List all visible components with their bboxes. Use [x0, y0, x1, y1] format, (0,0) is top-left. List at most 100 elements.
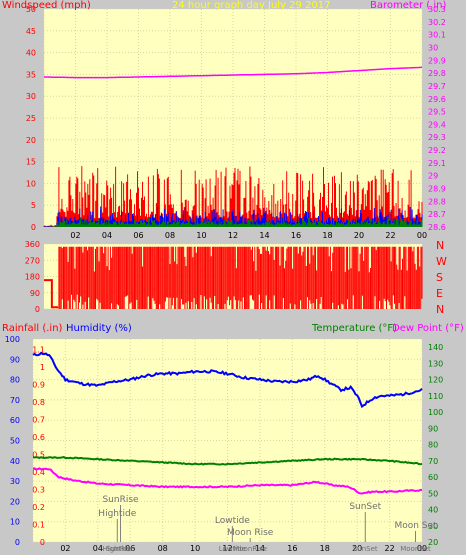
temp-x-tick-label: 22: [384, 544, 394, 553]
barometer-tick-labels: 28.6 28.7 28.8 28.9 29 29.1 29.2 29.3 29.4 29.5 29…: [428, 5, 446, 232]
astro-events: SunRiseSunRiseHightideHightideLowtideLow…: [98, 495, 437, 553]
rainfall-tick-label: 0.3: [32, 486, 45, 495]
humidity-tick-label: 80: [10, 376, 20, 385]
temp-x-tick-label: 04: [93, 544, 103, 553]
barometer-tick-label: 29.4: [428, 120, 446, 129]
barometer-tick-label: 29.8: [428, 69, 446, 78]
wind-x-tick-label: 14: [259, 231, 269, 240]
temp-x-tick-label: 16: [287, 544, 297, 553]
compass-label: W: [436, 255, 447, 268]
temperature-tick-label: 140: [428, 343, 443, 352]
wind-x-tick-label: 08: [165, 231, 175, 240]
rainfall-tick-label: 0.7: [32, 416, 45, 425]
compass-label: S: [436, 271, 443, 284]
temp-x-tick-label: 14: [255, 544, 265, 553]
rainfall-tick-labels: 0 0.1 0.2 0.3 0.4 0.5 0.6 0.7 0.8 0.9 1 1.1: [32, 346, 45, 548]
temp-x-tick-label: 12: [222, 544, 232, 553]
windspeed-tick-label: 0: [31, 223, 36, 232]
barometer-tick-label: 29.3: [428, 133, 446, 142]
temp-x-tick-label: 08: [158, 544, 168, 553]
event-tick-label: Lowtide: [219, 545, 246, 553]
event-tick-label: MoonSet: [400, 545, 431, 553]
windspeed-tick-label: 10: [26, 179, 36, 188]
direction-tick-label: 180: [25, 273, 40, 282]
windspeed-tick-labels: 0 5 10 15 20 25 30 35 40 45 50: [26, 5, 36, 232]
barometer-tick-label: 29.2: [428, 146, 446, 155]
windspeed-tick-label: 40: [26, 49, 36, 58]
temp-x-tick-label: 10: [190, 544, 200, 553]
event-tick-label: SunSet: [353, 545, 378, 553]
wind-x-tick-label: 00: [417, 231, 427, 240]
humidity-tick-label: 40: [10, 457, 20, 466]
barometer-tick-label: 28.8: [428, 197, 446, 206]
rainfall-tick-label: 0: [40, 538, 45, 547]
event-label: Moon Rise: [227, 528, 274, 538]
humidity-tick-labels: 0 10 20 30 40 50 60 70 80 90 100: [5, 335, 20, 547]
direction-bars: [58, 246, 423, 309]
compass-label: N: [436, 303, 444, 316]
direction-tick-label: 90: [30, 289, 40, 298]
humidity-tick-label: 70: [10, 396, 20, 405]
barometer-tick-label: 28.9: [428, 185, 446, 194]
windspeed-tick-label: 5: [31, 201, 36, 210]
wind-x-tick-label: 16: [291, 231, 301, 240]
direction-tick-label: 270: [25, 256, 40, 265]
windspeed-tick-label: 30: [26, 92, 36, 101]
event-label: SunSet: [349, 502, 381, 512]
temperature-tick-labels: 20 30 40 50 60 70 80 90 100 110 120 130 140: [428, 343, 443, 547]
windspeed-tick-label: 15: [26, 158, 36, 167]
direction-series-group: [44, 246, 423, 309]
windspeed-tick-label: 50: [26, 5, 36, 14]
event-label: Moon Set: [394, 521, 437, 531]
wind-x-tick-labels: 02 04 06 08 10 12 14 16 18 20 22 00: [70, 231, 427, 240]
temperature-tick-label: 40: [428, 506, 438, 515]
humidity-line: [32, 351, 423, 409]
wind-x-tick-label: 18: [322, 231, 332, 240]
barometer-tick-label: 28.7: [428, 210, 446, 219]
wind-x-tick-label: 06: [133, 231, 143, 240]
wind-x-tick-label: 12: [228, 231, 238, 240]
rainfall-tick-label: 0.5: [32, 451, 45, 460]
barometer-tick-label: 29: [428, 172, 438, 181]
chart-title: 24 hour graph day July 29 2017: [172, 0, 331, 11]
barometer-tick-label: 30.1: [428, 31, 446, 40]
temp-x-tick-label: 00: [417, 544, 427, 553]
compass-label: N: [436, 239, 444, 252]
barometer-tick-label: 29.9: [428, 56, 446, 65]
wind-series-average: [44, 216, 423, 227]
humidity-tick-label: 90: [10, 355, 20, 364]
temperature-tick-label: 30: [428, 522, 438, 531]
humidity-tick-label: 10: [10, 518, 20, 527]
wind-x-tick-label: 20: [354, 231, 364, 240]
wind-x-tick-label: 04: [102, 231, 112, 240]
event-label: Hightide: [98, 509, 136, 519]
barometer-tick-label: 29.6: [428, 95, 446, 104]
rainfall-tick-label: 1.1: [32, 346, 45, 355]
wind-x-tick-label: 22: [385, 231, 395, 240]
humidity-tick-label: 100: [5, 335, 20, 344]
barometer-tick-label: 29.5: [428, 108, 446, 117]
temp-x-tick-label: 18: [320, 544, 330, 553]
event-label: SunRise: [102, 495, 139, 505]
temp-x-tick-labels: 02 04 06 08 10 12 14 16 18 20 22 00: [60, 544, 427, 553]
humidity-tick-label: 20: [10, 497, 20, 506]
wind-x-tick-label: 10: [196, 231, 206, 240]
dewpoint-axis-label: Dew Point (°F): [392, 323, 464, 334]
compass-label: E: [436, 287, 443, 300]
windspeed-tick-label: 35: [26, 70, 36, 79]
windspeed-tick-label: 20: [26, 136, 36, 145]
windspeed-tick-label: 25: [26, 114, 36, 123]
humidity-axis-label: Humidity (%): [66, 323, 132, 334]
direction-step: [44, 279, 59, 309]
temp-x-tick-label: 02: [60, 544, 70, 553]
rainfall-tick-label: 0.8: [32, 398, 45, 407]
barometer-tick-label: 30.3: [428, 5, 446, 14]
temperature-tick-label: 20: [428, 538, 438, 547]
direction-tick-label: 0: [35, 305, 40, 314]
rainfall-tick-label: 0.2: [32, 503, 45, 512]
event-tick-label: MoonRise: [233, 545, 267, 553]
temp-x-tick-label: 20: [352, 544, 362, 553]
temperature-line: [32, 456, 423, 466]
temp-x-tick-label: 06: [125, 544, 135, 553]
